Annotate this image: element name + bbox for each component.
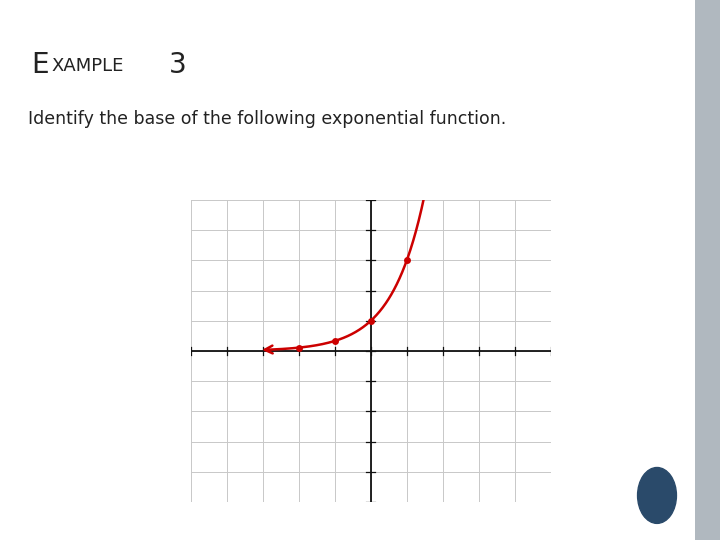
- Text: E: E: [31, 51, 49, 79]
- Text: 3: 3: [169, 51, 187, 79]
- Ellipse shape: [638, 468, 677, 523]
- Text: XAMPLE: XAMPLE: [52, 57, 125, 76]
- Text: Identify the base of the following exponential function.: Identify the base of the following expon…: [27, 110, 506, 128]
